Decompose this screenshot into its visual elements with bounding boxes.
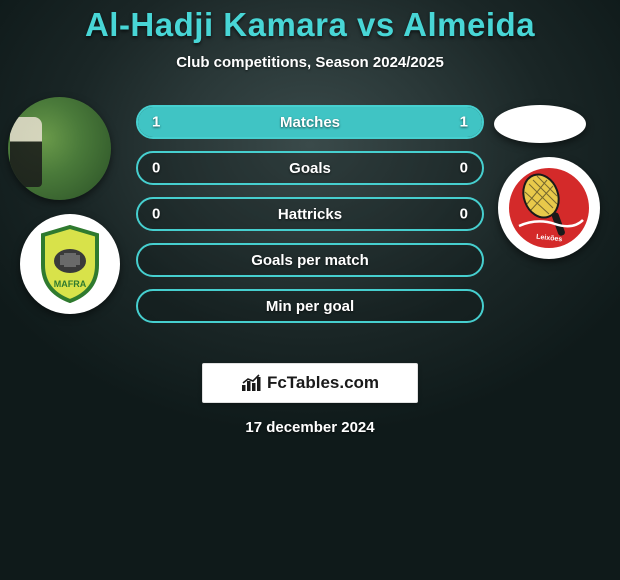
stat-value-p1: 0 (152, 160, 160, 177)
stat-value-p2: 0 (460, 206, 468, 223)
stat-value-p1: 1 (152, 114, 160, 131)
page-title: Al-Hadji Kamara vs Almeida (0, 0, 620, 44)
stat-label: Min per goal (266, 298, 354, 315)
stat-row: 0 0 Goals (136, 151, 484, 185)
stat-row: 0 0 Hattricks (136, 197, 484, 231)
shield-icon: MAFRA (37, 225, 103, 303)
stats-area: MAFRA (0, 105, 620, 345)
player1-club-badge: MAFRA (20, 214, 120, 314)
bar-chart-icon (241, 374, 263, 392)
stat-value-p2: 1 (460, 114, 468, 131)
stat-row: Goals per match (136, 243, 484, 277)
stat-row: Min per goal (136, 289, 484, 323)
brand-label: FcTables.com (267, 373, 379, 393)
stat-row: 1 1 Matches (136, 105, 484, 139)
date-line: 17 december 2024 (0, 419, 620, 436)
svg-text:MAFRA: MAFRA (54, 279, 87, 289)
stat-bars: 1 1 Matches 0 0 Goals 0 0 Hattricks Goals per mat… (136, 105, 484, 323)
stat-label: Goals (289, 160, 331, 177)
player1-photo (8, 97, 111, 200)
brand-box: FcTables.com (202, 363, 418, 403)
player2-photo (494, 105, 586, 143)
stat-value-p1: 0 (152, 206, 160, 223)
stat-label: Hattricks (278, 206, 342, 223)
racket-icon: Leixões (507, 166, 591, 250)
stat-label: Matches (280, 114, 340, 131)
stat-label: Goals per match (251, 252, 369, 269)
player2-club-badge: Leixões (498, 157, 600, 259)
stat-value-p2: 0 (460, 160, 468, 177)
subtitle: Club competitions, Season 2024/2025 (0, 54, 620, 71)
infographic-panel: Al-Hadji Kamara vs Almeida Club competit… (0, 0, 620, 580)
